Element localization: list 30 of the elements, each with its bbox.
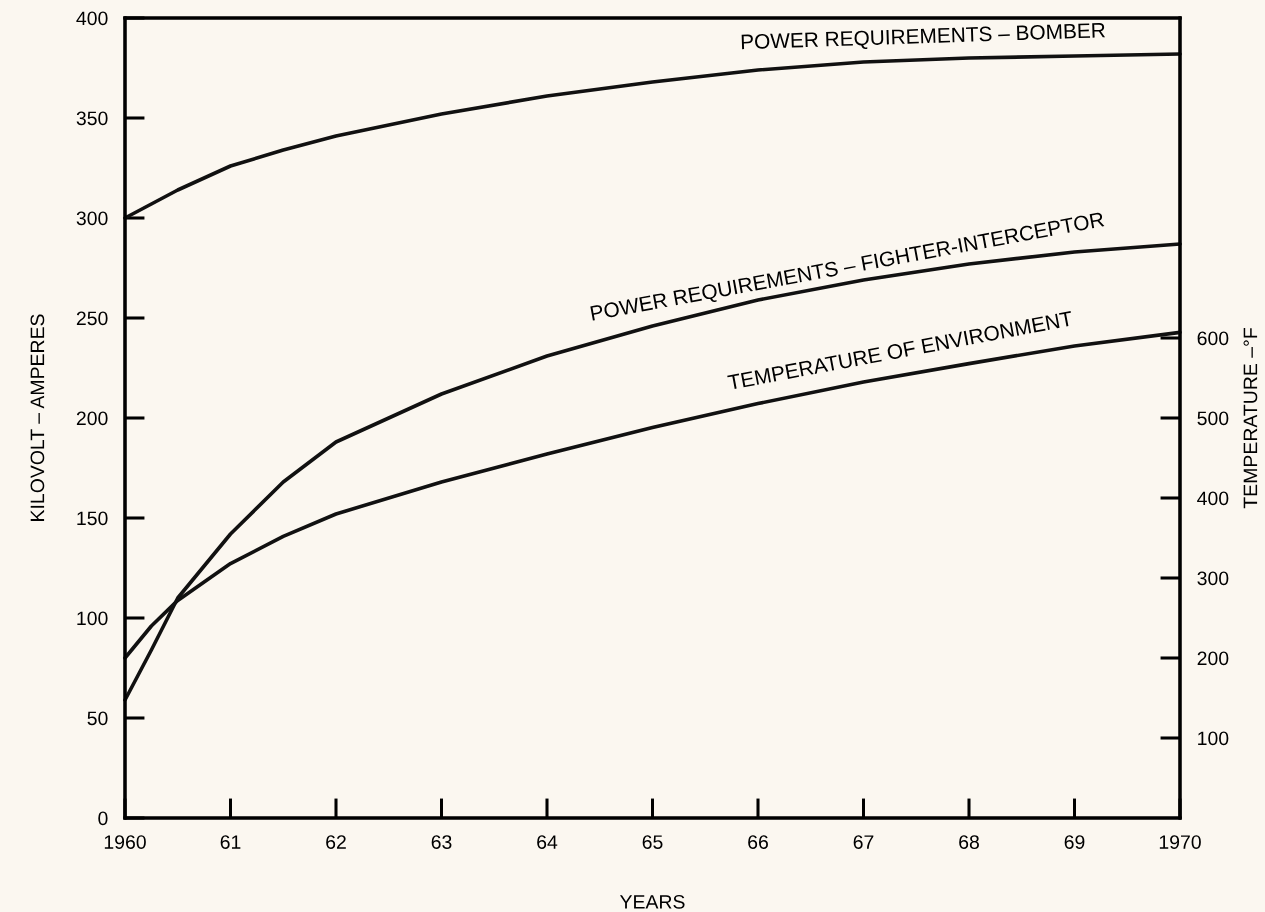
x-axis-title: YEARS bbox=[619, 894, 685, 909]
y-tick-label: 400 bbox=[76, 11, 108, 26]
x-tick-label: 61 bbox=[220, 835, 241, 849]
y2-tick-label: 100 bbox=[1198, 731, 1229, 746]
y-tick-label: 0 bbox=[98, 811, 108, 826]
series-label: POWER REQUIREMENTS – BOMBER bbox=[741, 22, 1106, 54]
x-tick-label: 1960 bbox=[104, 835, 146, 849]
y2-tick-label: 500 bbox=[1197, 411, 1229, 426]
x-tick-label: 65 bbox=[642, 835, 663, 849]
y2-axis-title: TEMPERATURE –°F bbox=[1243, 328, 1258, 509]
x-tick-label: 68 bbox=[959, 835, 979, 849]
y-tick-label: 300 bbox=[76, 211, 108, 226]
y2-tick-label: 400 bbox=[1197, 491, 1229, 506]
x-tick-label: 64 bbox=[537, 835, 558, 849]
x-tick-label: 66 bbox=[748, 835, 768, 849]
y-tick-label: 350 bbox=[76, 111, 108, 126]
y-tick-label: 150 bbox=[77, 511, 108, 526]
x-tick-label: 67 bbox=[853, 835, 874, 849]
y2-tick-label: 200 bbox=[1197, 651, 1229, 666]
y-tick-label: 250 bbox=[76, 311, 108, 326]
x-tick-label: 69 bbox=[1064, 835, 1085, 849]
y-axis-title: KILOVOLT – AMPERES bbox=[30, 314, 45, 521]
x-tick-label: 63 bbox=[431, 835, 452, 849]
y-tick-label: 50 bbox=[87, 711, 108, 726]
y2-tick-label: 300 bbox=[1197, 571, 1229, 586]
y-tick-label: 100 bbox=[77, 611, 108, 626]
x-tick-label: 62 bbox=[326, 835, 346, 849]
x-tick-label: 1970 bbox=[1159, 835, 1201, 849]
y2-tick-label: 600 bbox=[1197, 331, 1229, 346]
y-tick-label: 200 bbox=[76, 411, 108, 426]
